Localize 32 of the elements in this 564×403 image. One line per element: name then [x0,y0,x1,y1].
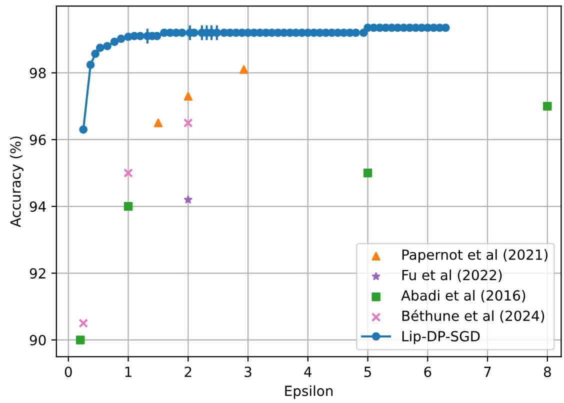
x-tick-label: 4 [304,366,312,377]
legend-label: Lip-DP-SGD [402,330,480,344]
legend-label: Béthune et al (2024) [402,310,544,323]
x-tick-label: 1 [125,366,132,377]
x-tick-label: 7 [484,366,491,377]
point [239,65,248,74]
x-axis-title: Epsilon [285,385,333,399]
point [183,118,193,128]
y-tick-label: 98 [30,68,46,78]
x-tick-label: 3 [244,366,252,378]
y-tick-label: 94 [30,201,46,212]
legend-label: Papernot et al (2021) [402,249,548,263]
x-tick-label: 5 [364,366,371,378]
point [124,168,133,178]
point [76,336,85,344]
point [124,202,133,211]
point [184,92,193,101]
legend-label: Abadi et al (2016) [401,290,526,302]
point [543,102,552,111]
point [154,118,163,128]
y-axis-title: Accuracy (%) [10,136,24,228]
y-tick-label: 92 [30,268,46,279]
point [363,168,372,178]
x-tick-label: 8 [544,366,551,378]
legend-label: Fu et al (2022) [402,270,502,282]
y-tick-label: 90 [30,334,46,346]
x-tick-label: 2 [184,366,192,377]
point [184,195,192,204]
x-tick-label: 6 [424,366,432,378]
y-tick-label: 96 [30,134,46,146]
x-tick-label: 0 [64,366,72,378]
point [78,318,88,328]
